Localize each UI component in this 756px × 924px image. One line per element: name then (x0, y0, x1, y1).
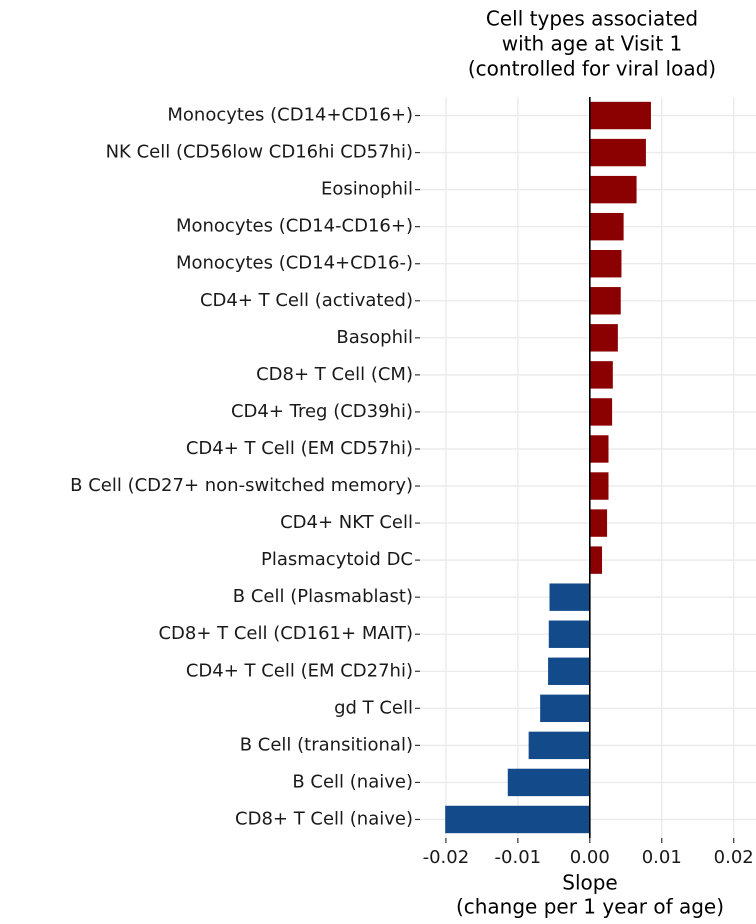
bar (589, 324, 618, 352)
x-tick-label: -0.02 (423, 847, 470, 868)
y-tick-label: Plasmacytoid DC (261, 549, 413, 570)
bar (589, 101, 651, 130)
bar (507, 768, 590, 797)
bar (589, 435, 609, 463)
y-tick-label: CD4+ T Cell (activated) (200, 290, 413, 311)
y-tick-label: Basophil (336, 327, 413, 348)
y-tick-label: B Cell (CD27+ non-switched memory) (70, 475, 413, 496)
chart-title: Cell types associated (486, 7, 698, 31)
y-tick-label: gd T Cell (334, 697, 413, 718)
bar (589, 398, 613, 426)
bar (548, 657, 590, 685)
x-tick-label: 0.01 (642, 847, 682, 868)
y-tick-label: CD4+ T Cell (EM CD57hi) (186, 438, 413, 459)
bar (589, 250, 622, 278)
y-tick-label: Monocytes (CD14+CD16+) (167, 105, 413, 126)
y-tick-label: CD4+ NKT Cell (280, 512, 413, 533)
y-tick-label: Monocytes (CD14-CD16+) (176, 216, 413, 237)
bar (589, 175, 637, 204)
bar (589, 509, 608, 537)
bar (540, 694, 590, 723)
y-tick-label: B Cell (Plasmablast) (233, 586, 413, 607)
y-tick-label: CD4+ T Cell (EM CD27hi) (186, 660, 413, 681)
bar (528, 731, 590, 760)
bar (589, 361, 613, 389)
y-tick-label: B Cell (transitional) (240, 734, 413, 755)
bar (589, 472, 609, 500)
chart-title: with age at Visit 1 (502, 32, 683, 56)
bar (589, 138, 646, 167)
y-tick-label: Monocytes (CD14+CD16-) (176, 253, 413, 274)
y-tick-label: Eosinophil (321, 179, 413, 200)
y-tick-label: CD8+ T Cell (CD161+ MAIT) (158, 623, 413, 644)
bar (589, 287, 621, 315)
y-tick-label: NK Cell (CD56low CD16hi CD57hi) (106, 142, 413, 163)
bar (589, 546, 603, 574)
x-axis-title: Slope (562, 871, 618, 895)
bar (589, 212, 624, 241)
bar (445, 805, 590, 834)
bar (548, 620, 590, 648)
y-tick-label: CD4+ Treg (CD39hi) (231, 401, 413, 422)
chart-title: (controlled for viral load) (468, 57, 716, 81)
x-tick-label: 0.00 (570, 847, 610, 868)
x-tick-label: 0.02 (714, 847, 754, 868)
x-axis-title: (change per 1 year of age) (456, 895, 724, 919)
y-tick-label: CD8+ T Cell (naive) (235, 808, 413, 829)
bar (549, 583, 590, 611)
y-tick-label: CD8+ T Cell (CM) (256, 364, 413, 385)
x-tick-label: -0.01 (495, 847, 542, 868)
plot-background (420, 97, 756, 838)
y-tick-label: B Cell (naive) (292, 771, 413, 792)
